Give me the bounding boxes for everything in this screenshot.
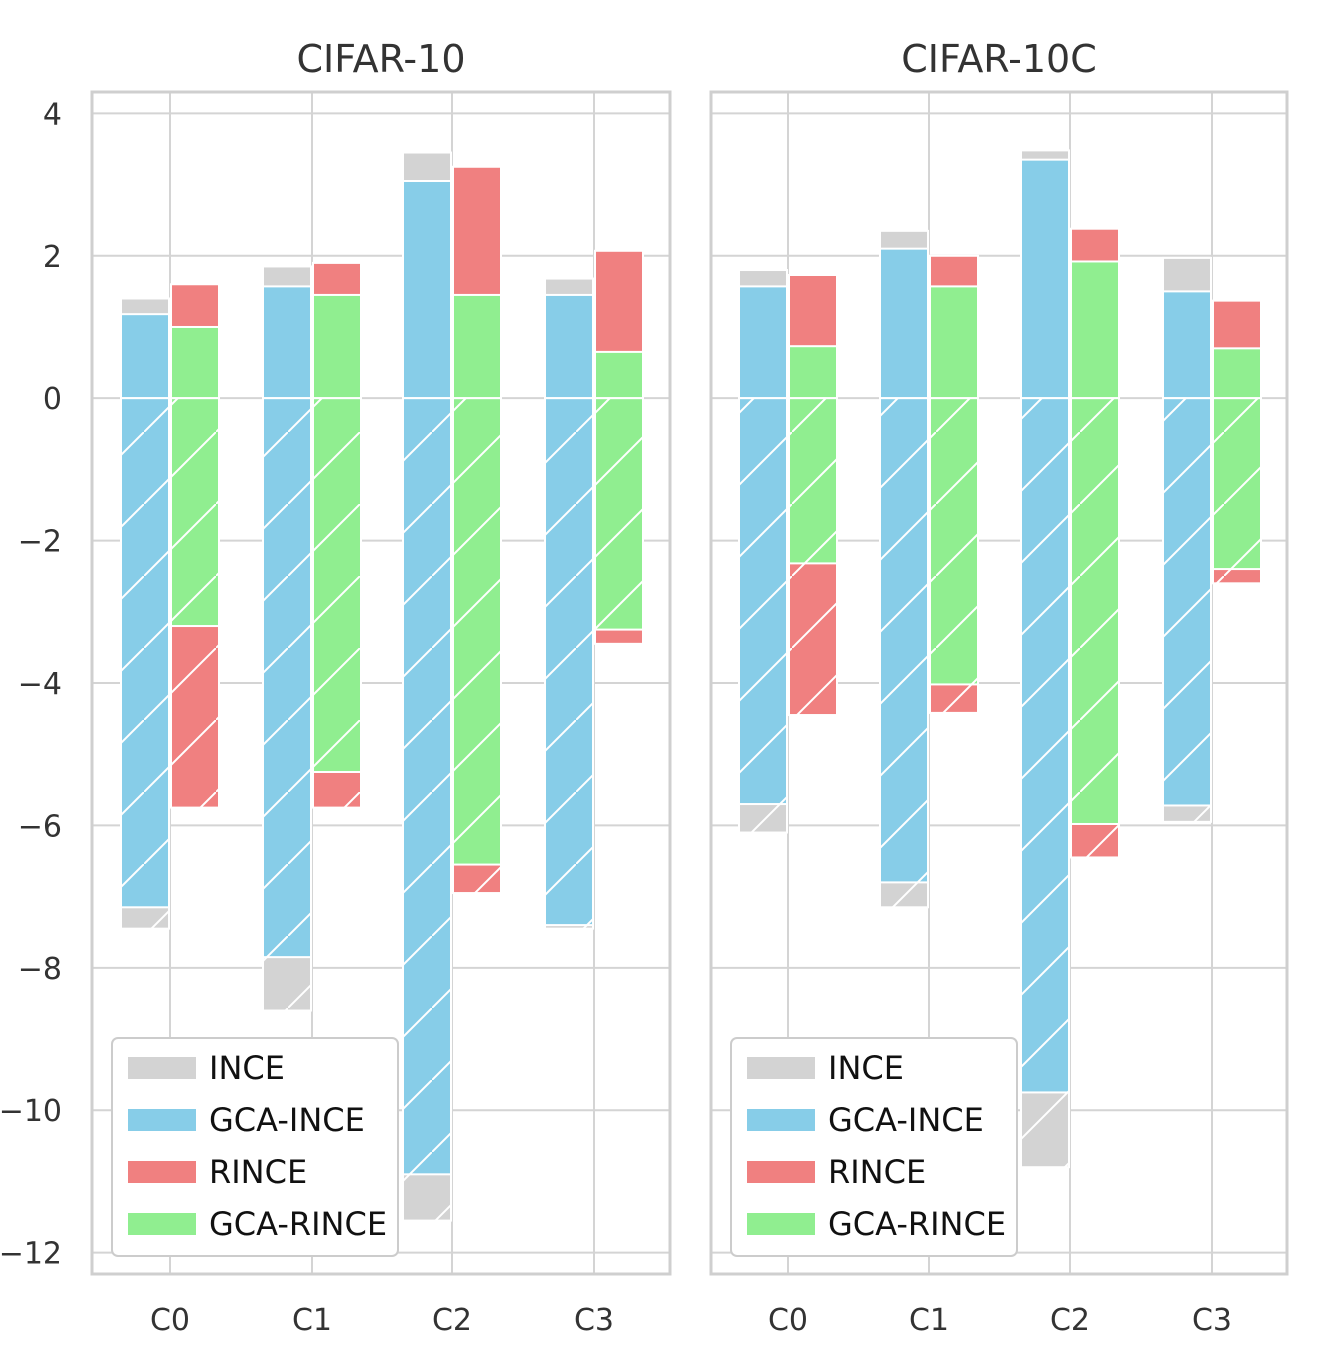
bar-hatch (263, 398, 311, 958)
bar-hatch (171, 398, 219, 627)
bar-gca-ince-pos (879, 247, 929, 400)
bar-gca-ince-pos (738, 285, 788, 400)
plot-frame (709, 90, 1289, 1276)
legend-swatch-gca-rince (128, 1213, 196, 1235)
bar-hatch (1071, 398, 1119, 824)
bar-gca-rince-pos (452, 293, 502, 400)
legend: INCE GCA-INCE RINCE GCA-RINCE (730, 1037, 1018, 1257)
legend-swatch-rince (747, 1161, 815, 1183)
panel-title: CIFAR-10C (901, 37, 1097, 81)
legend-label: INCE (209, 1049, 285, 1087)
plot-frame (90, 90, 672, 1276)
bar-hatch (1163, 398, 1211, 806)
legend-swatch-rince (128, 1161, 196, 1183)
bar-gca-ince-pos (1020, 158, 1070, 400)
panel-cifar10: CIFAR-10 C0 C1 C2 C3 INCE GCA-INCE RINCE GCA-RIN… (90, 37, 672, 1338)
y-tick-label: −12 (0, 1237, 62, 1272)
bar-hatch (595, 398, 643, 630)
bar-gca-rince-pos (170, 325, 220, 400)
y-tick-label: −8 (18, 952, 62, 987)
bar-hatch (1021, 398, 1069, 1093)
panel-title: CIFAR-10 (296, 37, 465, 81)
legend-swatch-ince (128, 1057, 196, 1079)
bar-gca-ince-pos (544, 293, 594, 400)
bar-gca-rince-pos (312, 293, 362, 400)
x-tick-label: C2 (432, 1303, 472, 1338)
legend-swatch-gca-ince (747, 1109, 815, 1131)
y-tick-label: 2 (43, 240, 62, 275)
x-tick-label: C3 (1192, 1303, 1232, 1338)
y-tick-label: 4 (43, 97, 62, 132)
x-tick-label: C0 (150, 1303, 190, 1338)
y-tick-label: 0 (43, 382, 62, 417)
bar-gca-rince-pos (1212, 347, 1262, 400)
legend-swatch-ince (747, 1057, 815, 1079)
legend-label: RINCE (828, 1153, 926, 1191)
legend-swatch-gca-rince (747, 1213, 815, 1235)
legend-label: GCA-INCE (828, 1101, 984, 1139)
legend-label: GCA-RINCE (828, 1205, 1006, 1243)
x-tick-label: C2 (1050, 1303, 1090, 1338)
bar-gca-ince-pos (262, 285, 312, 400)
legend-box (730, 1037, 1018, 1257)
bar-gca-rince-pos (788, 345, 838, 400)
bar-hatch (313, 398, 361, 773)
x-tick-label: C0 (768, 1303, 808, 1338)
y-tick-label: −2 (18, 525, 62, 560)
bar-hatch (121, 398, 169, 908)
legend-label: GCA-INCE (209, 1101, 365, 1139)
legend-label: RINCE (209, 1153, 307, 1191)
legend-label: GCA-RINCE (209, 1205, 387, 1243)
legend-swatch-gca-ince (128, 1109, 196, 1131)
legend: INCE GCA-INCE RINCE GCA-RINCE (111, 1037, 399, 1257)
bar-gca-rince-pos (594, 350, 644, 400)
x-tick-label: C1 (909, 1303, 949, 1338)
bar-hatch (453, 398, 501, 865)
bar-hatch (403, 398, 451, 1175)
legend-label: INCE (828, 1049, 904, 1087)
bar-gca-rince-pos (1070, 260, 1120, 400)
bar-hatch (789, 398, 837, 564)
y-tick-label: −4 (18, 667, 62, 702)
panel-cifar10c: CIFAR-10C C0 C1 C2 C3 INCE GCA-INCE RINCE GCA-RI… (709, 37, 1289, 1338)
y-tick-label: −6 (18, 809, 62, 844)
bar-hatch (739, 398, 787, 805)
legend-box (111, 1037, 399, 1257)
y-tick-label: −10 (0, 1094, 62, 1129)
bar-hatch (545, 398, 593, 926)
bar-gca-ince-pos (402, 180, 452, 400)
x-tick-label: C3 (574, 1303, 614, 1338)
bar-gca-ince-pos (120, 313, 170, 400)
bar-gca-rince-pos (929, 285, 979, 400)
bar-hatch (930, 398, 978, 685)
bar-gca-ince-pos (1162, 290, 1212, 400)
bar-hatch (880, 398, 928, 883)
bar-hatch (1213, 398, 1261, 570)
x-tick-label: C1 (292, 1303, 332, 1338)
